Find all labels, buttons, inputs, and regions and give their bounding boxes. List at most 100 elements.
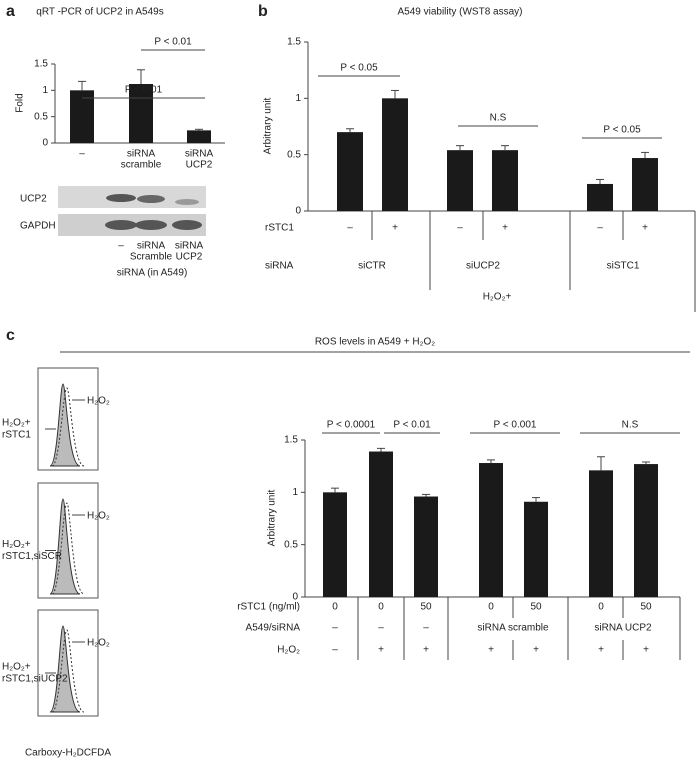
bar [587, 183, 613, 211]
blot-caption: siRNA (in A549) [117, 268, 188, 279]
panel-label: b [258, 3, 268, 20]
flow-arrow-label: H₂O₂ [87, 511, 110, 522]
flow-histogram-outline [51, 502, 85, 595]
y-tick-label: 0.5 [287, 149, 301, 160]
row-label: siRNA [265, 261, 294, 272]
row-value: + [423, 645, 429, 656]
row-value: siRNA scramble [477, 623, 549, 634]
row-value: siSTC1 [607, 261, 640, 272]
row-value: – [597, 223, 603, 234]
row-value: + [488, 645, 494, 656]
x-tick-label: siRNA [185, 149, 214, 160]
bar [479, 463, 503, 597]
blot-lane-label: Scramble [130, 252, 173, 263]
x-tick-label: siRNA [127, 149, 156, 160]
row-value: + [502, 223, 508, 234]
blot-band [106, 194, 136, 202]
x-tick-label: scramble [121, 160, 162, 171]
chart-title: ROS levels in A549 + H₂O₂ [315, 337, 435, 348]
row-value: 0 [332, 602, 338, 613]
significance-label: P < 0.001 [494, 420, 537, 431]
y-tick-label: 0 [292, 592, 298, 603]
y-tick-label: 0.5 [284, 539, 298, 550]
row-value: – [423, 623, 429, 634]
blot-band [137, 195, 165, 203]
x-tick-label: UCP2 [186, 160, 213, 171]
y-tick-label: 0.5 [34, 111, 48, 122]
row-value: 50 [420, 602, 432, 613]
bar [632, 158, 658, 211]
blot-lane-label: – [118, 241, 124, 252]
blot-band [105, 220, 137, 230]
bar [589, 470, 613, 597]
row-value: siCTR [358, 261, 386, 272]
significance-label: P < 0.01 [393, 420, 431, 431]
bar [524, 501, 548, 597]
flow-label: rSTC1,siSCR [2, 551, 62, 562]
flow-label: H₂O₂+ [2, 662, 31, 673]
row-label: rSTC1 [265, 223, 294, 234]
y-axis-label: Arbitrary unit [263, 97, 274, 154]
flow-label: rSTC1,siUCP2 [2, 674, 68, 685]
chart-title: qRT -PCR of UCP2 in A549s [36, 7, 163, 18]
bar [447, 150, 473, 211]
flow-histogram-outline [51, 629, 85, 713]
x-axis-label: H₂O₂+ [483, 292, 512, 303]
y-tick-label: 1.5 [284, 435, 298, 446]
blot-row-label: UCP2 [20, 194, 47, 205]
bar [337, 132, 363, 211]
bar [187, 130, 211, 143]
flow-arrow-label: H₂O₂ [87, 396, 110, 407]
row-value: – [347, 223, 353, 234]
bar [70, 90, 94, 143]
panel-label: a [6, 3, 15, 20]
x-tick-label: – [79, 149, 85, 160]
row-value: 0 [378, 602, 384, 613]
row-value: 50 [530, 602, 542, 613]
row-value: + [392, 223, 398, 234]
significance-label: P < 0.01 [154, 37, 192, 48]
bar [369, 451, 393, 597]
row-value: + [533, 645, 539, 656]
bar [414, 496, 438, 597]
bar [634, 464, 658, 597]
row-value: 50 [640, 602, 652, 613]
y-tick-label: 1 [42, 85, 48, 96]
row-value: siRNA UCP2 [594, 623, 652, 634]
y-axis-label: Fold [15, 93, 26, 112]
y-tick-label: 0 [295, 206, 301, 217]
row-value: – [332, 645, 338, 656]
panel-label: c [6, 327, 15, 344]
flow-x-label: Carboxy-H₂DCFDA [25, 748, 111, 759]
flow-arrow-label: H₂O₂ [87, 638, 110, 649]
row-value: + [642, 223, 648, 234]
row-value: + [643, 645, 649, 656]
significance-label: P < 0.0001 [327, 420, 376, 431]
significance-label: P < 0.05 [603, 125, 641, 136]
flow-label: H₂O₂+ [2, 539, 31, 550]
bar [323, 492, 347, 597]
row-value: 0 [598, 602, 604, 613]
y-axis-label: Arbitrary unit [267, 489, 278, 546]
y-tick-label: 1 [295, 93, 301, 104]
blot-lane-label: UCP2 [176, 252, 203, 263]
blot-band [135, 220, 167, 230]
row-value: + [598, 645, 604, 656]
flow-label: rSTC1 [2, 430, 31, 441]
flow-histogram [49, 383, 81, 467]
blot-lane-label: siRNA [137, 241, 166, 252]
row-value: – [332, 623, 338, 634]
flow-histogram [49, 498, 81, 595]
y-tick-label: 0 [42, 138, 48, 149]
row-value: siUCP2 [466, 261, 500, 272]
row-label: A549/siRNA [246, 623, 301, 634]
blot-lane-label: siRNA [175, 241, 204, 252]
row-value: + [378, 645, 384, 656]
blot-band [175, 199, 199, 205]
row-value: – [378, 623, 384, 634]
significance-label: N.S [490, 113, 507, 124]
significance-label: N.S [622, 420, 639, 431]
blot-row-label: GAPDH [20, 221, 56, 232]
row-label: H₂O₂ [277, 645, 300, 656]
